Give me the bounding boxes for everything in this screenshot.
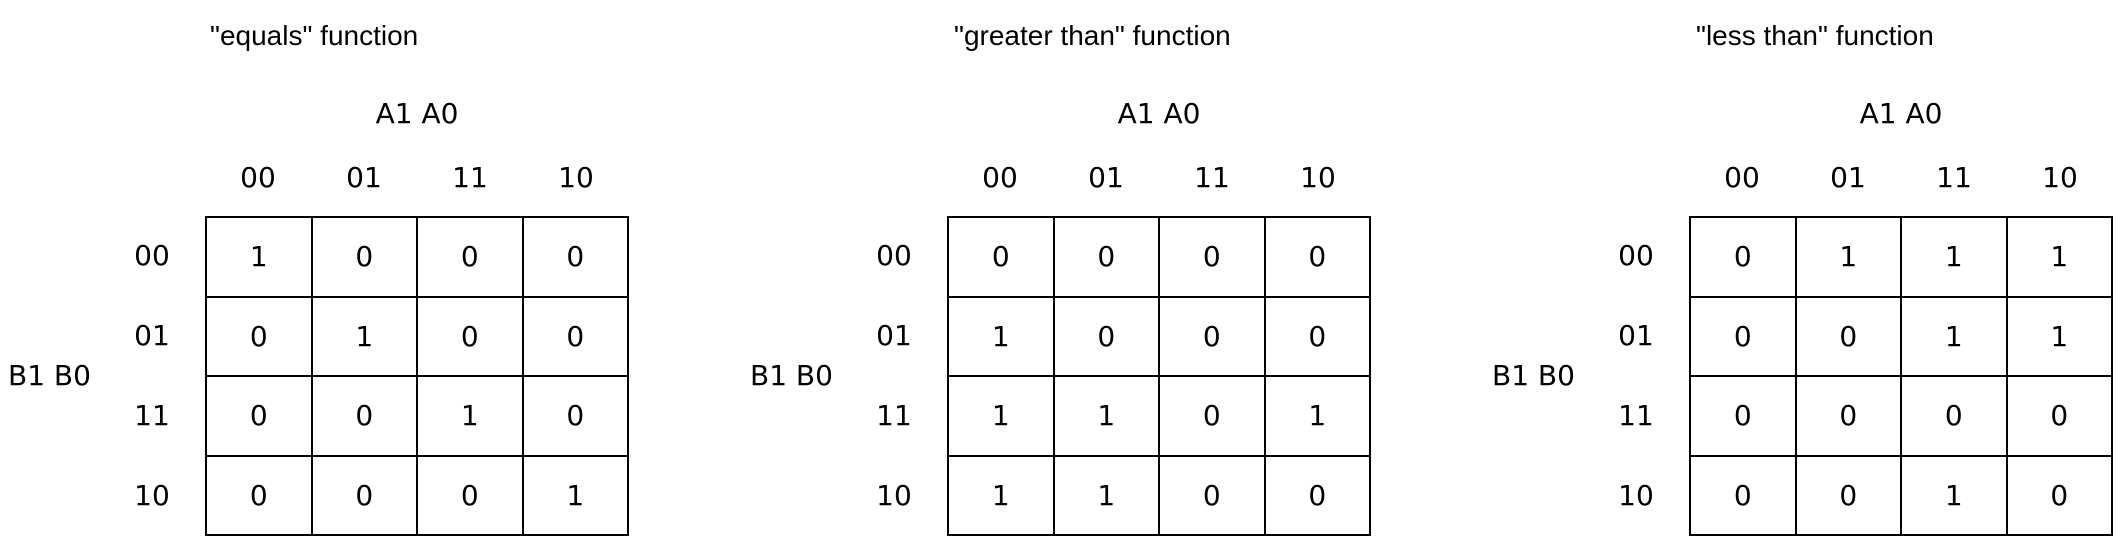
kmap-cell: 0 — [523, 377, 629, 457]
row-header: 01 — [1618, 319, 1654, 352]
kmap-cell: 1 — [1902, 456, 2008, 536]
kmap-cell: 0 — [207, 377, 313, 457]
row-header: 10 — [876, 479, 912, 512]
kmap-cell: 1 — [1796, 218, 1902, 298]
kmap-cell: 0 — [949, 218, 1055, 298]
kmap-cell: 1 — [2007, 218, 2113, 298]
row-header: 10 — [134, 479, 170, 512]
kmap-cell: 1 — [1902, 297, 2008, 377]
column-header: 00 — [1724, 161, 1760, 194]
row-header: 00 — [876, 239, 912, 272]
column-header: 01 — [1830, 161, 1866, 194]
kmap-greater-than: "greater than" function A1 A0 00 01 11 1… — [742, 0, 1442, 548]
kmap-cell: 0 — [1265, 297, 1371, 377]
kmap-cell: 0 — [418, 297, 524, 377]
kmap-cell: 1 — [1054, 377, 1160, 457]
kmap-cell: 0 — [1160, 456, 1266, 536]
kmap-less-than: "less than" function A1 A0 00 01 11 10 B… — [1484, 0, 2126, 548]
kmap-equals: "equals" function A1 A0 00 01 11 10 B1 B… — [0, 0, 700, 548]
column-header: 10 — [558, 161, 594, 194]
column-variable-label: A1 A0 — [1859, 97, 1943, 130]
kmap-cell: 0 — [312, 218, 418, 298]
kmap-cell: 0 — [418, 218, 524, 298]
row-variable-label: B1 B0 — [8, 359, 91, 392]
kmap-grid: 0 1 1 1 0 0 1 1 0 0 0 0 0 0 1 0 — [1689, 216, 2113, 536]
column-header: 11 — [1936, 161, 1972, 194]
kmap-cell: 0 — [523, 218, 629, 298]
column-header: 01 — [346, 161, 382, 194]
kmap-cell: 1 — [523, 456, 629, 536]
kmap-cell: 1 — [1902, 218, 2008, 298]
kmap-title: "greater than" function — [954, 20, 1231, 51]
kmap-cell: 0 — [1265, 456, 1371, 536]
row-header: 11 — [876, 399, 912, 432]
kmap-cell: 0 — [1160, 297, 1266, 377]
kmap-title: "less than" function — [1696, 20, 1934, 51]
column-variable-label: A1 A0 — [1117, 97, 1201, 130]
kmap-cell: 0 — [312, 456, 418, 536]
kmap-cell: 0 — [207, 456, 313, 536]
kmap-cell: 0 — [2007, 377, 2113, 457]
kmap-cell: 0 — [1160, 218, 1266, 298]
column-header: 01 — [1088, 161, 1124, 194]
kmap-cell: 1 — [207, 218, 313, 298]
kmap-cell: 0 — [1691, 377, 1797, 457]
row-variable-label: B1 B0 — [750, 359, 833, 392]
column-header: 11 — [452, 161, 488, 194]
kmap-cell: 1 — [949, 456, 1055, 536]
kmap-cell: 0 — [1691, 218, 1797, 298]
column-header: 11 — [1194, 161, 1230, 194]
kmap-cell: 0 — [1691, 456, 1797, 536]
kmap-cell: 1 — [1054, 456, 1160, 536]
kmap-cell: 0 — [1265, 218, 1371, 298]
kmap-cell: 1 — [1265, 377, 1371, 457]
kmap-cell: 1 — [949, 377, 1055, 457]
column-header: 00 — [240, 161, 276, 194]
kmap-cell: 0 — [207, 297, 313, 377]
kmap-cell: 0 — [418, 456, 524, 536]
kmap-cell: 0 — [1796, 297, 1902, 377]
row-header: 01 — [876, 319, 912, 352]
kmap-cell: 0 — [1054, 297, 1160, 377]
kmap-cell: 0 — [1902, 377, 2008, 457]
kmap-cell: 0 — [1796, 456, 1902, 536]
row-header: 11 — [1618, 399, 1654, 432]
row-header: 10 — [1618, 479, 1654, 512]
row-variable-label: B1 B0 — [1492, 359, 1575, 392]
kmap-cell: 0 — [2007, 456, 2113, 536]
kmap-cell: 1 — [2007, 297, 2113, 377]
kmap-cell: 0 — [523, 297, 629, 377]
kmap-cell: 0 — [1054, 218, 1160, 298]
kmap-cell: 0 — [1691, 297, 1797, 377]
column-header: 10 — [2042, 161, 2078, 194]
kmap-cell: 0 — [1160, 377, 1266, 457]
kmap-grid: 1 0 0 0 0 1 0 0 0 0 1 0 0 0 0 1 — [205, 216, 629, 536]
row-header: 00 — [134, 239, 170, 272]
kmap-cell: 1 — [418, 377, 524, 457]
row-header: 11 — [134, 399, 170, 432]
kmap-cell: 0 — [312, 377, 418, 457]
kmap-title: "equals" function — [210, 20, 419, 51]
kmap-cell: 1 — [312, 297, 418, 377]
column-header: 00 — [982, 161, 1018, 194]
kmap-cell: 1 — [949, 297, 1055, 377]
column-header: 10 — [1300, 161, 1336, 194]
row-header: 01 — [134, 319, 170, 352]
kmap-grid: 0 0 0 0 1 0 0 0 1 1 0 1 1 1 0 0 — [947, 216, 1371, 536]
kmap-cell: 0 — [1796, 377, 1902, 457]
row-header: 00 — [1618, 239, 1654, 272]
column-variable-label: A1 A0 — [375, 97, 459, 130]
